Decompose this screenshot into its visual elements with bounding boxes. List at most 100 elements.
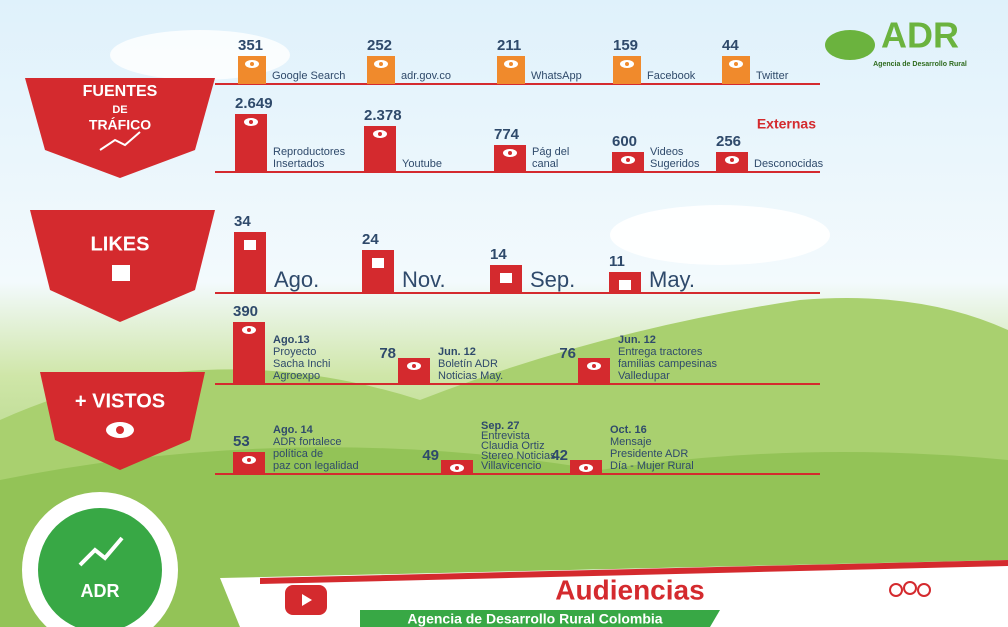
banner-text: DE (112, 104, 127, 116)
eye-icon (625, 62, 629, 66)
badge-icon (78, 536, 124, 567)
source: adr.gov.co (401, 70, 451, 82)
value: 34 (234, 213, 251, 230)
description: Día - Mujer Rural (610, 460, 694, 472)
value: 53 (233, 433, 250, 450)
banner-text: TRÁFICO (89, 117, 151, 133)
description: Boletín ADR (438, 358, 498, 370)
like-icon (112, 265, 130, 281)
value: 14 (490, 246, 507, 263)
source: Facebook (647, 70, 696, 82)
value: 2.378 (364, 107, 402, 124)
eye-icon (250, 62, 254, 66)
eye-icon (412, 364, 416, 368)
footer-accent (260, 560, 1008, 584)
trend-icon (99, 131, 141, 151)
eye-icon (584, 466, 588, 470)
footer-green (360, 610, 720, 627)
like-icon (619, 280, 631, 290)
people-icon (889, 583, 903, 597)
source: Youtube (402, 158, 442, 170)
banner-text: FUENTES (83, 83, 158, 100)
description: Claudia Ortiz (481, 440, 545, 452)
value: 600 (612, 133, 637, 150)
date: Jun. 12 (438, 346, 476, 358)
source: Desconocidas (754, 158, 824, 170)
bar (578, 358, 610, 384)
value: 390 (233, 303, 258, 320)
value: 774 (494, 126, 520, 143)
month: Ago. (274, 267, 319, 292)
youtube-icon (302, 594, 312, 606)
value: 78 (379, 345, 396, 362)
eye-icon (247, 458, 251, 462)
footer-subtitle: Agencia de Desarrollo Rural Colombia (407, 611, 662, 627)
value: 2.649 (235, 95, 273, 112)
date: Oct. 16 (610, 424, 647, 436)
description: Villavicencio (481, 460, 541, 472)
banner (25, 78, 215, 178)
value: 44 (722, 37, 739, 54)
source: Sugeridos (650, 158, 700, 170)
source: Videos (650, 146, 684, 158)
eye-icon (378, 132, 382, 136)
people-icon (903, 581, 917, 595)
description: Entrevista (481, 430, 531, 442)
description: política de (273, 448, 323, 460)
description: familias campesinas (618, 358, 718, 370)
description: Sacha Inchi (273, 358, 330, 370)
banner (40, 372, 205, 470)
description: paz con legalidad (273, 460, 359, 472)
eye-icon (592, 364, 596, 368)
badge (38, 508, 162, 627)
month: May. (649, 267, 695, 292)
eye-icon (247, 328, 251, 332)
description: Noticias May. (438, 370, 503, 382)
logo-icon (825, 30, 875, 60)
date: Ago. 14 (273, 424, 314, 436)
date: Sep. 27 (481, 420, 520, 432)
source: Insertados (273, 158, 325, 170)
externas-label: Externas (757, 116, 816, 132)
bar (362, 250, 394, 293)
eye-icon (379, 62, 383, 66)
eye-icon (116, 426, 124, 434)
logo-title: ADR (881, 15, 959, 56)
value: 252 (367, 37, 392, 54)
description: ADR fortalece (273, 436, 341, 448)
like-icon (244, 240, 256, 250)
banner-text: + VISTOS (75, 390, 165, 412)
cloud (610, 205, 830, 265)
value: 256 (716, 133, 741, 150)
month: Sep. (530, 267, 575, 292)
description: Stereo Noticias (481, 450, 556, 462)
source: Google Search (272, 70, 345, 82)
banner-text: LIKES (91, 233, 150, 255)
description: Entrega tractores (618, 346, 703, 358)
value: 42 (551, 447, 568, 464)
eye-icon (730, 158, 734, 162)
eye-icon (249, 120, 253, 124)
bar (398, 358, 430, 384)
value: 49 (422, 447, 439, 464)
source: WhatsApp (531, 70, 582, 82)
value: 24 (362, 231, 379, 248)
month: Nov. (402, 267, 446, 292)
eye-icon (509, 62, 513, 66)
description: Presidente ADR (610, 448, 688, 460)
eye-icon (508, 151, 512, 155)
value: 351 (238, 37, 263, 54)
logo-subtitle: Agencia de Desarrollo Rural (873, 61, 967, 68)
source: Reproductores (273, 146, 346, 158)
date: Jun. 12 (618, 334, 656, 346)
value: 211 (497, 37, 521, 54)
value: 76 (559, 345, 576, 362)
eye-icon (455, 466, 459, 470)
value: 159 (613, 37, 638, 54)
like-icon (500, 273, 512, 283)
badge-text: ADR (81, 581, 120, 601)
source: canal (532, 158, 558, 170)
footer-title: Audiencias (555, 574, 704, 605)
source: Twitter (756, 70, 789, 82)
